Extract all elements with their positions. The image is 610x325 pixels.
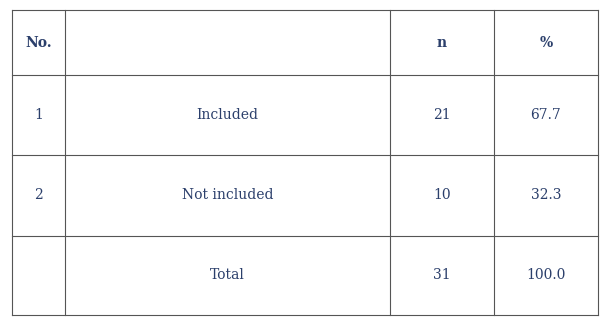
Text: 32.3: 32.3	[531, 188, 561, 202]
Text: 2: 2	[34, 188, 43, 202]
Text: 31: 31	[433, 268, 451, 282]
Text: No.: No.	[25, 36, 52, 50]
Text: n: n	[437, 36, 447, 50]
Text: 10: 10	[433, 188, 451, 202]
Text: Not included: Not included	[182, 188, 273, 202]
Text: 67.7: 67.7	[531, 109, 561, 123]
Text: 100.0: 100.0	[526, 268, 565, 282]
Text: Included: Included	[196, 109, 259, 123]
Text: %: %	[539, 36, 553, 50]
Text: 1: 1	[34, 109, 43, 123]
Text: 21: 21	[433, 109, 451, 123]
Text: Total: Total	[210, 268, 245, 282]
